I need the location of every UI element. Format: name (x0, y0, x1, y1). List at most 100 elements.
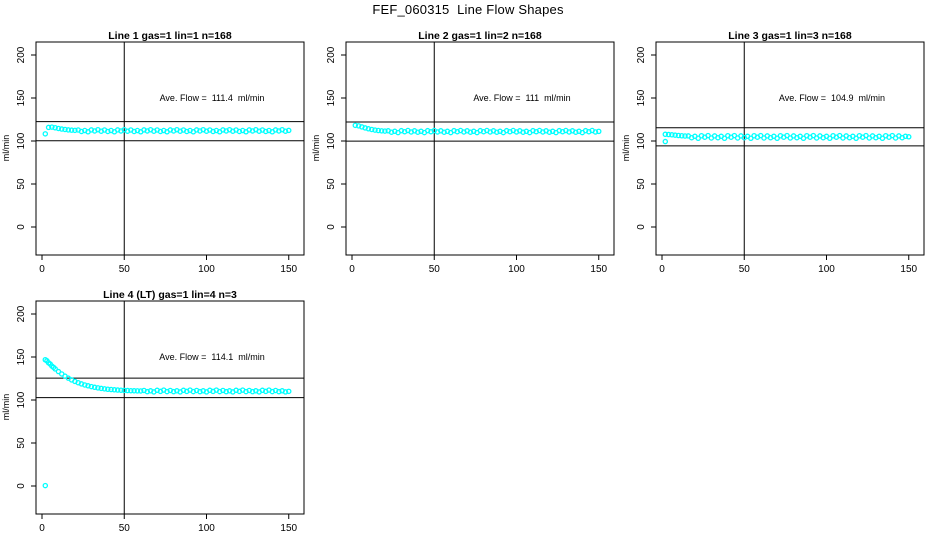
y-axis-label: ml/min (311, 135, 321, 162)
data-point (65, 127, 72, 133)
data-point (52, 125, 58, 131)
data-point (134, 388, 141, 394)
x-tick-label: 0 (39, 264, 45, 275)
data-point (62, 126, 68, 133)
data-point (55, 125, 62, 132)
y-axis-label: ml/min (621, 135, 631, 162)
data-point (114, 387, 121, 393)
y-axis-label: ml/min (1, 135, 11, 162)
panel-title: Line 3 gas=1 lin=3 n=168 (728, 30, 852, 42)
panel-line-3: Line 3 gas=1 lin=3 n=168 0 50 100 150 0 50 100 1… (621, 30, 925, 275)
x-tick-label: 50 (119, 264, 131, 275)
avg-flow-annotation: Ave. Flow = 111.4 ml/min (160, 93, 265, 103)
figure-title: FEF_060315 Line Flow Shapes (372, 2, 564, 17)
avg-flow-annotation: Ave. Flow = 111 ml/min (473, 93, 570, 103)
panel-line-4-lt: Line 4 (LT) gas=1 lin=4 n=3 0 50 100 150 0 50 1… (1, 289, 305, 534)
data-point (249, 388, 256, 395)
data-point (236, 128, 243, 135)
data-point (467, 129, 474, 135)
y-tick-label: 100 (16, 132, 27, 149)
y-tick-label: 50 (16, 437, 27, 449)
x-tick-label: 0 (349, 264, 355, 275)
y-tick-label: 150 (326, 89, 337, 106)
data-point (52, 366, 58, 372)
x-tick-label: 150 (280, 264, 297, 275)
data-point (352, 122, 359, 129)
data-point (45, 124, 52, 131)
data-point (105, 386, 111, 393)
data-point (378, 128, 385, 134)
x-tick-label: 150 (280, 523, 297, 534)
data-point (285, 388, 292, 395)
x-tick-label: 150 (590, 264, 607, 275)
x-tick-label: 50 (119, 523, 131, 534)
data-point (121, 387, 128, 394)
plot-box (345, 41, 615, 256)
data-point (375, 127, 382, 134)
data-point (572, 129, 579, 135)
y-tick-label: 50 (636, 178, 647, 190)
panel-line-1: Line 1 gas=1 lin=1 n=168 0 50 100 150 0 50 100 1… (1, 30, 305, 275)
data-point (131, 128, 137, 135)
panel-title: Line 2 gas=1 lin=2 n=168 (418, 30, 542, 42)
y-tick-label: 100 (636, 132, 647, 149)
data-point (382, 128, 388, 134)
y-tick-label: 150 (16, 348, 27, 365)
data-point (88, 383, 95, 390)
data-point (388, 129, 395, 135)
x-tick-label: 0 (659, 264, 665, 275)
y-tick-label: 0 (326, 224, 337, 230)
data-point (592, 129, 599, 135)
data-point (372, 127, 378, 133)
panel-line-2: Line 2 gas=1 lin=2 n=168 0 50 100 150 0 50 100 1… (311, 30, 615, 275)
data-point (368, 126, 375, 133)
data-point (85, 383, 91, 389)
y-tick-label: 200 (16, 46, 27, 63)
data-point (520, 129, 526, 135)
x-tick-label: 100 (508, 264, 525, 275)
data-point (262, 128, 269, 135)
data-point (748, 135, 754, 141)
data-point (128, 387, 134, 394)
data-point (721, 135, 728, 141)
y-tick-label: 200 (636, 46, 647, 63)
data-point (105, 128, 111, 135)
data-point (595, 128, 602, 135)
y-tick-label: 100 (16, 391, 27, 408)
x-tick-label: 50 (429, 264, 441, 275)
data-point (108, 386, 114, 393)
plot-box (35, 300, 305, 515)
data-point (546, 129, 553, 135)
data-point (827, 135, 833, 141)
data-point (42, 482, 49, 489)
x-tick-label: 0 (39, 523, 45, 534)
data-point (285, 127, 292, 134)
data-point (672, 132, 678, 138)
data-point (669, 132, 675, 138)
data-point (78, 128, 85, 135)
data-point (662, 138, 669, 145)
data-point (72, 127, 78, 134)
data-point (101, 386, 108, 392)
data-point (42, 131, 49, 137)
data-point (276, 388, 282, 395)
data-point (905, 134, 912, 140)
data-point (415, 129, 421, 135)
data-point (879, 135, 886, 141)
data-point (124, 387, 131, 394)
y-tick-label: 200 (16, 305, 27, 322)
x-tick-label: 100 (818, 264, 835, 275)
data-point (678, 133, 685, 139)
data-point (365, 126, 372, 132)
data-point (184, 128, 190, 135)
data-point (282, 389, 289, 395)
data-point (665, 131, 672, 138)
data-point (170, 388, 177, 395)
y-tick-label: 50 (326, 178, 337, 190)
x-tick-label: 150 (900, 264, 917, 275)
y-axis-label: ml/min (1, 394, 11, 421)
data-point (98, 385, 104, 392)
y-tick-label: 0 (16, 224, 27, 230)
panel-title: Line 4 (LT) gas=1 lin=4 n=3 (103, 289, 237, 301)
data-point (662, 131, 669, 138)
